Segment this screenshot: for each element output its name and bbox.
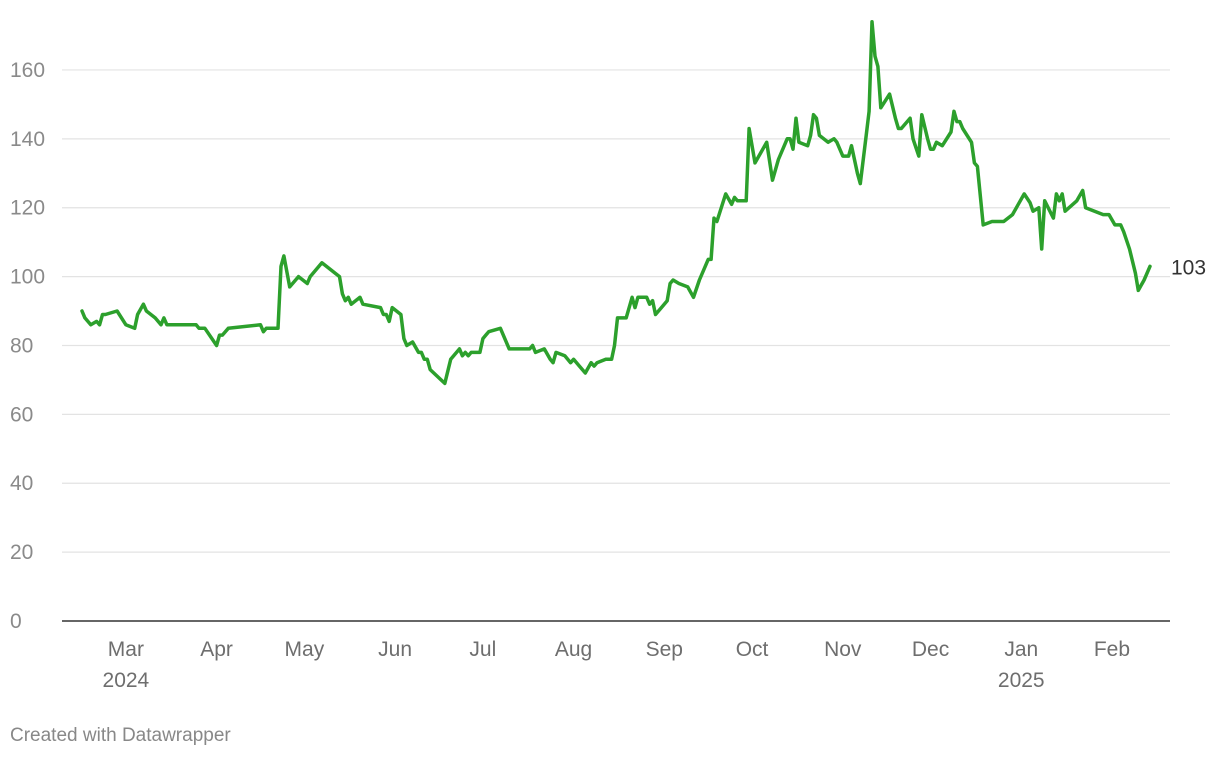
footer-credit: Created with Datawrapper bbox=[10, 725, 231, 746]
y-tick-label: 120 bbox=[10, 197, 45, 220]
x-tick-label: Oct bbox=[736, 638, 769, 661]
y-tick-label: 140 bbox=[10, 128, 45, 151]
y-tick-label: 60 bbox=[10, 403, 33, 426]
series-line bbox=[80, 19, 1152, 386]
x-tick-label: Jun bbox=[378, 638, 412, 661]
x-tick-label: Feb bbox=[1094, 638, 1130, 661]
y-tick-label: 0 bbox=[10, 610, 22, 633]
x-tick-label: Apr bbox=[200, 638, 233, 661]
y-axis: 0 20 40 60 80 100 120 140 160 bbox=[10, 59, 45, 633]
x-tick-label: Jan bbox=[1004, 638, 1038, 661]
x-tick-year-label: 2024 bbox=[103, 669, 150, 692]
x-tick-label: Nov bbox=[824, 638, 862, 661]
x-tick-label: May bbox=[285, 638, 325, 661]
x-tick-label: Mar bbox=[108, 638, 144, 661]
x-axis: Mar 2024 Apr May Jun Jul Aug Sep Oct Nov Dec Jan 202… bbox=[103, 638, 1131, 692]
x-tick-label: Jul bbox=[469, 638, 496, 661]
y-tick-label: 20 bbox=[10, 541, 33, 564]
x-tick-label: Sep bbox=[646, 638, 683, 661]
x-tick-label: Dec bbox=[912, 638, 949, 661]
x-tick-label: Aug bbox=[555, 638, 592, 661]
y-tick-label: 100 bbox=[10, 266, 45, 289]
y-tick-label: 80 bbox=[10, 334, 33, 357]
x-tick-year-label: 2025 bbox=[998, 669, 1045, 692]
y-tick-label: 160 bbox=[10, 59, 45, 82]
end-value-label: 103 bbox=[1171, 256, 1206, 279]
y-tick-label: 40 bbox=[10, 472, 33, 495]
